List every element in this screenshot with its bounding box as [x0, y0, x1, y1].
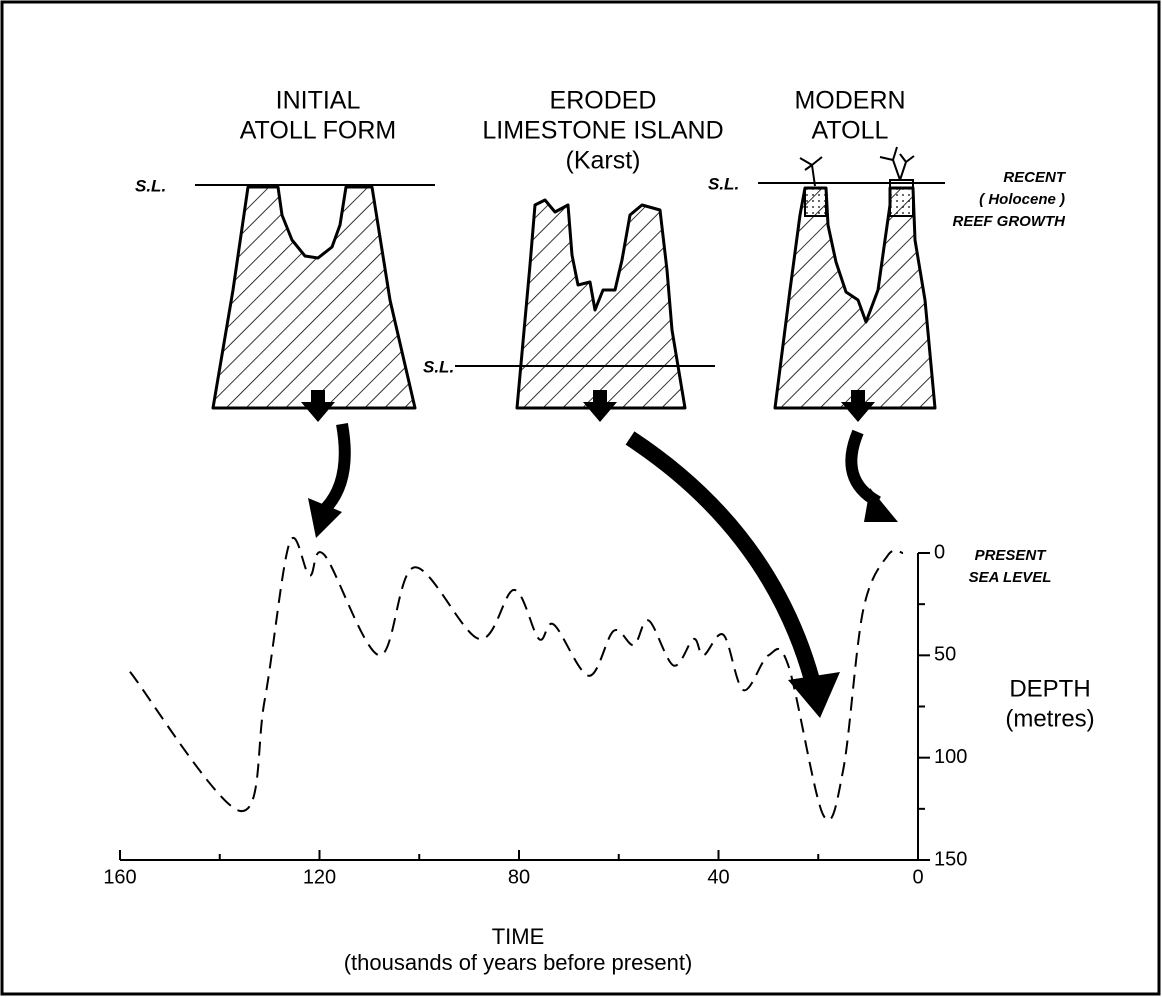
annotation: SEA LEVEL — [969, 569, 1052, 586]
x-tick-label: 160 — [103, 866, 136, 888]
title-line: (Karst) — [566, 147, 641, 175]
y-tick-label: 100 — [934, 746, 967, 768]
y-tick-label: 150 — [934, 848, 967, 870]
stage-3-title: MODERN ATOLL — [794, 87, 905, 145]
stage-2-title: ERODED LIMESTONE ISLAND (Karst) — [482, 87, 723, 175]
sea-level-label: S.L. — [708, 174, 739, 193]
y-axis-label: DEPTH — [1009, 675, 1090, 702]
arrow-head — [308, 498, 342, 538]
reef-note: RECENT — [1003, 169, 1067, 186]
arrows — [301, 390, 898, 718]
arrow-head — [864, 488, 898, 522]
title-line: LIMESTONE ISLAND — [482, 117, 723, 145]
title-line: ATOLL FORM — [240, 117, 397, 145]
atoll-section — [211, 185, 417, 410]
reef-note: ( Holocene ) — [979, 191, 1065, 208]
title-line: ATOLL — [812, 117, 889, 145]
x-tick-label: 0 — [912, 866, 923, 888]
curved-arrow — [321, 422, 351, 513]
reef-growth — [804, 187, 827, 217]
title-line: INITIAL — [276, 87, 361, 115]
title-line: MODERN — [794, 87, 905, 115]
down-arrow — [301, 390, 335, 422]
title-line: ERODED — [550, 87, 657, 115]
annotation: PRESENT — [975, 547, 1048, 564]
karst-section — [515, 198, 687, 410]
reef-note: REEF GROWTH — [953, 213, 1067, 230]
x-axis-label: TIME — [492, 924, 545, 949]
stage-1-title: INITIAL ATOLL FORM — [240, 87, 397, 145]
x-tick-label: 80 — [508, 866, 530, 888]
down-arrow — [583, 390, 617, 422]
down-arrow — [841, 390, 875, 422]
y-tick-label: 50 — [934, 644, 956, 666]
x-tick-label: 40 — [707, 866, 729, 888]
curved-arrow — [625, 431, 820, 683]
sea-level-curve — [129, 537, 904, 822]
sea-level-label: S.L. — [135, 176, 166, 195]
sea-level-label: S.L. — [423, 357, 454, 376]
palm-trees — [799, 146, 915, 187]
arrow-head — [788, 672, 840, 718]
modern-atoll-section — [773, 186, 937, 410]
y-axis-label: (metres) — [1005, 705, 1094, 732]
x-axis-label: (thousands of years before present) — [344, 950, 693, 975]
reef-growth — [889, 179, 914, 217]
x-tick-label: 120 — [303, 866, 336, 888]
y-tick-label: 0 — [934, 541, 945, 563]
curved-arrow — [845, 429, 882, 508]
